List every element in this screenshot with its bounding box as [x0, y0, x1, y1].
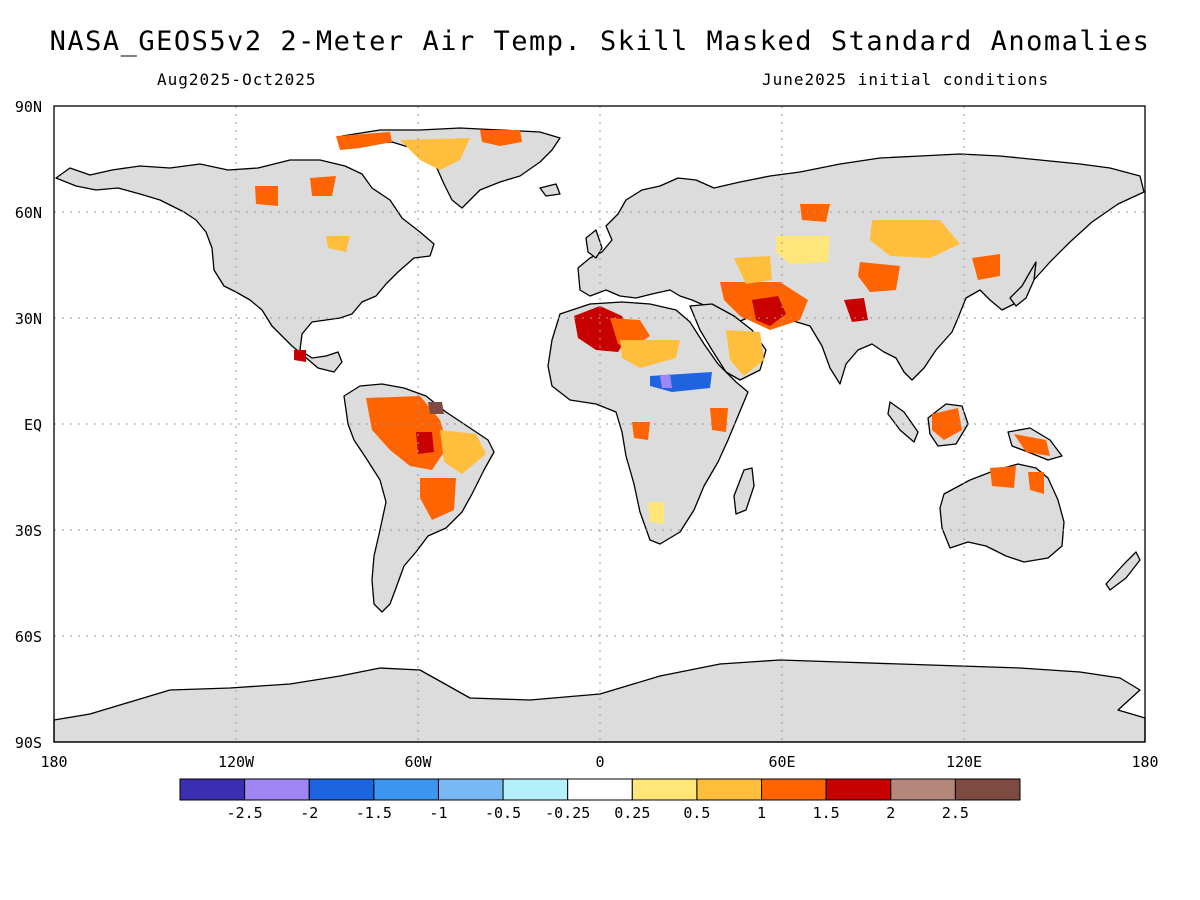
colorbar-tick-label: -0.5 — [485, 804, 521, 822]
map-title: NASA_GEOS5v2 2-Meter Air Temp. Skill Mas… — [49, 26, 1151, 57]
map-frame — [53, 105, 1146, 743]
lat-label: EQ — [24, 416, 42, 434]
colorbar: -2.5 -2 -1.5 -1 -0.5 -0.25 0.25 0.5 1 1.5 2 2.5 — [179, 778, 1021, 822]
colorbar-tick-label: 0.25 — [614, 804, 650, 822]
lat-label: 60N — [15, 204, 42, 222]
colorbar-tick-label: -1.5 — [356, 804, 392, 822]
graticule — [54, 106, 1145, 742]
lon-label: 120W — [218, 753, 255, 771]
anomaly-central-asia — [734, 256, 772, 284]
lon-label: 180 — [40, 753, 67, 771]
colorbar-swatch — [890, 778, 956, 801]
anomaly-amazon-east — [440, 430, 486, 474]
lat-label: 30N — [15, 310, 42, 328]
lon-label: 60E — [768, 753, 795, 771]
anomaly-sahel-cool-strong — [660, 374, 672, 388]
land-britain — [585, 229, 603, 259]
anomaly-west-china — [858, 262, 900, 292]
anomaly-patches — [255, 130, 1050, 524]
anomaly-tibet — [844, 298, 868, 322]
lat-label: 90N — [15, 98, 42, 116]
anomaly-mongolia — [870, 220, 960, 258]
colorbar-swatch — [631, 778, 698, 801]
colorbar-swatch — [437, 778, 504, 801]
lat-label: 60S — [15, 628, 42, 646]
colorbar-swatch — [954, 778, 1021, 801]
colorbar-tick-label: 0.5 — [683, 804, 710, 822]
land-iceland — [539, 183, 561, 197]
anomaly-south-africa — [648, 502, 664, 524]
colorbar-tick-label: 2.5 — [942, 804, 969, 822]
anomaly-mexico — [294, 350, 306, 362]
anomaly-nw-canada — [255, 186, 278, 206]
colorbar-tick-label: -0.25 — [545, 804, 590, 822]
lon-label: 120E — [946, 753, 982, 771]
valid-period: Aug2025-Oct2025 — [157, 70, 317, 89]
anomaly-se-canada — [326, 236, 350, 252]
anomaly-northeast-asia — [972, 254, 1000, 280]
lon-label: 0 — [595, 753, 604, 771]
land-sumatra — [887, 401, 919, 443]
anomaly-sahel-west — [620, 340, 680, 368]
lat-label: 90S — [15, 734, 42, 752]
anomaly-north-australia — [990, 466, 1016, 488]
anomaly-canada-arctic — [336, 132, 392, 150]
anomaly-siberia — [800, 204, 830, 222]
anomaly-hudson — [310, 176, 336, 196]
colorbar-swatch — [373, 778, 439, 801]
colorbar-swatch — [179, 778, 246, 801]
anomaly-central-brazil — [416, 432, 434, 454]
colorbar-tick-label: 1.5 — [813, 804, 840, 822]
anomaly-borneo — [932, 408, 962, 440]
lon-label: 60W — [404, 753, 432, 771]
lon-axis: 180 120W 60W 0 60E 120E 180 — [40, 753, 1158, 771]
lat-label: 30S — [15, 522, 42, 540]
colorbar-swatch — [761, 778, 827, 801]
colorbar-swatch — [825, 778, 892, 801]
land-antarctica — [53, 659, 1146, 743]
lat-axis: 90N 60N 30N EQ 30S 60S 90S — [15, 98, 42, 752]
land-madagascar — [733, 467, 755, 515]
colorbar-swatch — [502, 778, 569, 801]
colorbar-tick-label: -2.5 — [227, 804, 263, 822]
anomaly-south-brazil — [420, 478, 456, 520]
colorbar-swatch — [696, 778, 763, 801]
anomaly-kazakhstan — [776, 236, 830, 264]
anomaly-iran — [752, 296, 786, 326]
land-north-america — [55, 159, 435, 373]
colorbar-swatch — [567, 778, 633, 801]
colorbar-swatch — [244, 778, 310, 801]
anomaly-gulf-guinea — [632, 422, 650, 440]
anomaly-east-africa — [710, 408, 728, 432]
colorbar-tick-label: -1 — [429, 804, 447, 822]
anomaly-cape-york — [1028, 472, 1044, 494]
anomaly-arctic-islands — [480, 130, 522, 146]
colorbar-swatch — [308, 778, 375, 801]
colorbar-tick-label: -2 — [300, 804, 318, 822]
colorbar-tick-label: 1 — [757, 804, 766, 822]
anomaly-new-guinea — [1014, 434, 1050, 456]
anomaly-guiana — [428, 402, 444, 414]
anomaly-arabia — [726, 330, 764, 376]
map-area — [53, 105, 1146, 743]
lon-label: 180 — [1131, 753, 1158, 771]
colorbar-tick-label: 2 — [886, 804, 895, 822]
initial-conditions: June2025 initial conditions — [762, 70, 1050, 89]
land-new-zealand — [1105, 551, 1141, 591]
land-japan — [1009, 261, 1037, 307]
